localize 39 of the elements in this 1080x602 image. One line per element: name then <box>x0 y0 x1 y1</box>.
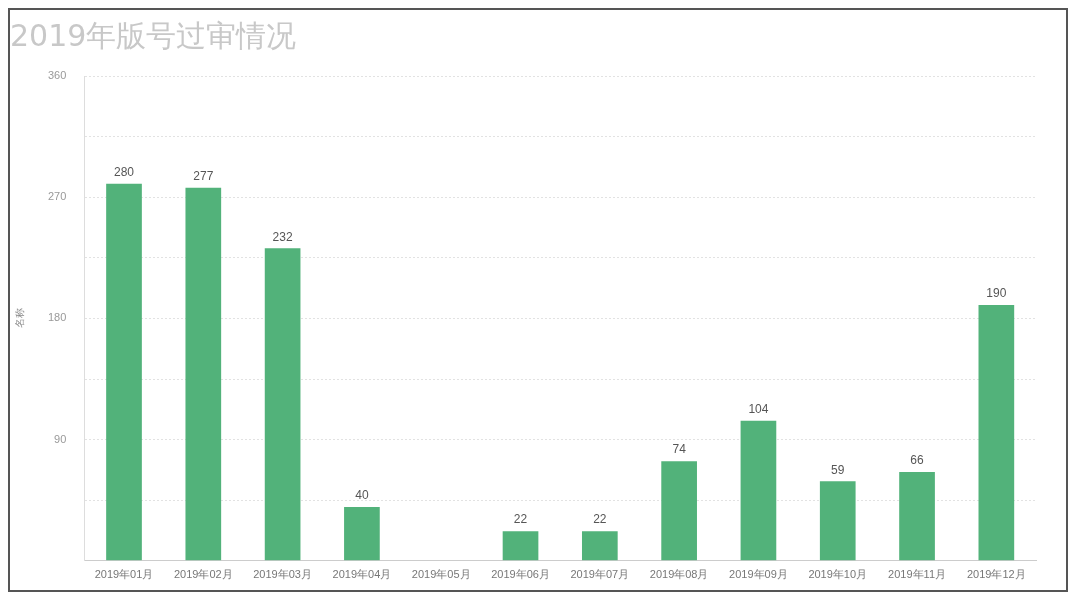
bar <box>581 531 618 561</box>
x-tick-label: 2019年11月 <box>888 568 946 581</box>
bar <box>185 187 222 561</box>
data-label: 59 <box>831 462 845 477</box>
bar <box>819 481 856 561</box>
data-label: 104 <box>748 402 769 417</box>
data-label: 66 <box>910 453 925 468</box>
data-label: 74 <box>672 442 687 457</box>
y-tick-label: 180 <box>47 311 67 324</box>
bar <box>978 304 1015 561</box>
bar <box>899 471 935 561</box>
data-label: 22 <box>513 512 528 527</box>
x-tick-label: 2019年05月 <box>411 568 471 581</box>
data-label: 40 <box>355 488 369 503</box>
bar <box>661 461 697 561</box>
x-tick-label: 2019年06月 <box>491 568 550 581</box>
bar <box>740 420 777 561</box>
x-tick-label: 2019年01月 <box>94 568 154 581</box>
y-tick-label: 360 <box>47 69 67 82</box>
data-label: 232 <box>272 229 293 244</box>
x-tick-label: 2019年10月 <box>808 568 868 581</box>
data-label: 277 <box>193 169 214 184</box>
data-label: 190 <box>986 286 1007 301</box>
x-tick-label: 2019年07月 <box>570 568 630 581</box>
bar <box>344 506 380 561</box>
x-tick-label: 2019年08月 <box>649 568 709 581</box>
x-tick-label: 2019年09月 <box>729 568 788 581</box>
bar <box>502 531 539 561</box>
y-tick-label: 90 <box>54 432 67 445</box>
data-label: 22 <box>593 512 607 527</box>
x-tick-label: 2019年03月 <box>253 568 312 581</box>
y-axis-title: 名称 <box>13 308 25 329</box>
y-tick-label: 270 <box>47 190 67 203</box>
bar <box>264 248 301 561</box>
x-tick-label: 2019年02月 <box>173 568 233 581</box>
bar <box>106 183 142 561</box>
data-label: 280 <box>113 165 135 180</box>
x-tick-label: 2019年04月 <box>332 568 392 581</box>
x-tick-label: 2019年12月 <box>966 568 1026 581</box>
